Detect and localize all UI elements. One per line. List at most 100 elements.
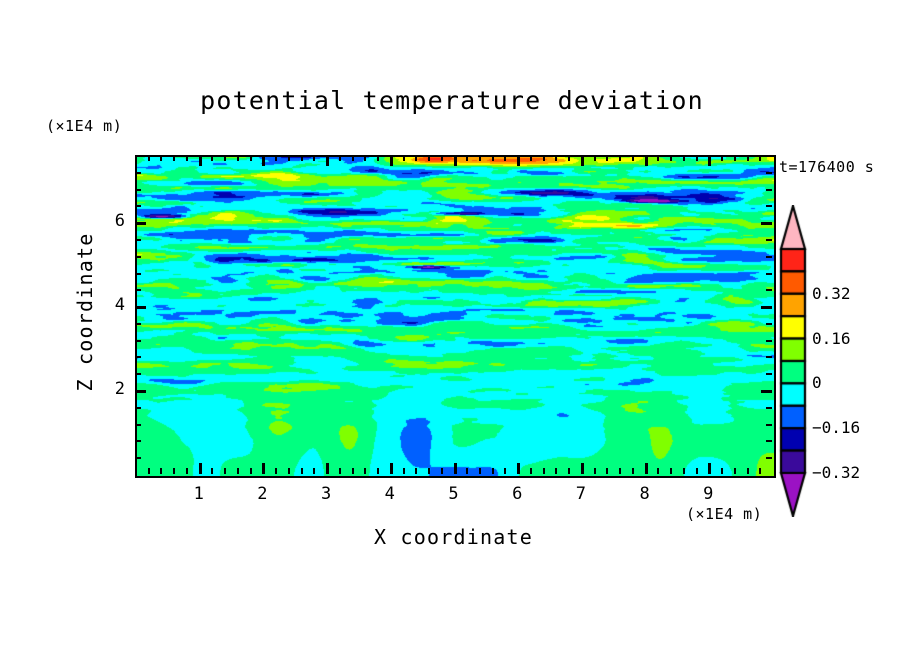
x-tick-major-top (580, 155, 584, 166)
y-tick-minor-right (766, 289, 772, 292)
x-tick-major-top (453, 155, 457, 166)
x-tick-minor (440, 468, 443, 474)
x-tick-major (580, 463, 584, 474)
y-axis-unit-label: (×1E4 m) (46, 117, 123, 135)
x-tick-minor-top (313, 155, 316, 161)
x-tick-label: 5 (448, 484, 459, 504)
x-tick-label: 4 (384, 484, 395, 504)
x-tick-minor-top (377, 155, 380, 161)
y-tick-minor-right (766, 255, 772, 258)
y-tick-minor (135, 339, 141, 342)
y-tick-minor-right (766, 457, 772, 460)
x-tick-minor (415, 468, 418, 474)
x-tick-label: 1 (193, 484, 204, 504)
colorbar (778, 205, 808, 517)
y-tick-minor (135, 440, 141, 443)
y-tick-minor (135, 373, 141, 376)
x-tick-minor-top (619, 155, 622, 161)
x-tick-minor (338, 468, 341, 474)
x-tick-minor-top (185, 155, 188, 161)
x-tick-minor (542, 468, 545, 474)
x-tick-minor (478, 468, 481, 474)
colorbar-tick-label: 0.32 (812, 283, 851, 303)
y-tick-minor (135, 322, 141, 325)
x-tick-minor (606, 468, 609, 474)
x-tick-major (453, 463, 457, 474)
y-tick-major-right (761, 222, 772, 226)
y-tick-major-right (761, 306, 772, 310)
x-tick-major (389, 463, 393, 474)
x-tick-minor-top (402, 155, 405, 161)
x-tick-minor (619, 468, 622, 474)
colorbar-tick-label: −0.32 (812, 463, 861, 482)
x-tick-minor-top (606, 155, 609, 161)
time-annotation: t=176400 s (779, 158, 875, 176)
x-tick-minor-top (504, 155, 507, 161)
x-tick-minor (670, 468, 673, 474)
x-tick-minor-top (211, 155, 214, 161)
y-axis-title: Z coordinate (73, 232, 97, 392)
x-tick-minor (224, 468, 227, 474)
y-tick-minor (135, 406, 141, 409)
x-tick-minor (721, 468, 724, 474)
x-tick-minor-top (568, 155, 571, 161)
y-tick-minor-right (766, 339, 772, 342)
y-tick-minor (135, 423, 141, 426)
x-tick-minor (287, 468, 290, 474)
x-tick-minor-top (428, 155, 431, 161)
x-tick-major-top (326, 155, 330, 166)
x-tick-minor (211, 468, 214, 474)
x-tick-minor-top (695, 155, 698, 161)
x-tick-minor (428, 468, 431, 474)
x-tick-minor-top (670, 155, 673, 161)
x-tick-minor-top (657, 155, 660, 161)
x-tick-minor-top (478, 155, 481, 161)
x-tick-minor-top (160, 155, 163, 161)
x-tick-minor-top (593, 155, 596, 161)
x-tick-minor-top (224, 155, 227, 161)
y-tick-label: 6 (114, 211, 125, 232)
x-tick-major-top (198, 155, 202, 166)
colorbar-tick-label: 0.16 (812, 328, 851, 348)
x-tick-major-top (262, 155, 266, 166)
y-tick-minor-right (766, 272, 772, 275)
y-tick-major-right (761, 390, 772, 394)
x-tick-label: 7 (575, 484, 587, 504)
x-tick-minor (504, 468, 507, 474)
y-tick-minor-right (766, 406, 772, 409)
x-tick-minor (491, 468, 494, 474)
x-tick-minor (695, 468, 698, 474)
x-tick-minor (657, 468, 660, 474)
x-tick-minor-top (733, 155, 736, 161)
x-tick-minor (466, 468, 469, 474)
x-tick-major (708, 463, 712, 474)
x-axis-title: X coordinate (374, 525, 533, 549)
colorbar-gradient (778, 205, 808, 517)
x-tick-minor-top (351, 155, 354, 161)
x-tick-major-top (644, 155, 648, 166)
x-tick-minor-top (364, 155, 367, 161)
y-tick-minor-right (766, 423, 772, 426)
x-tick-major (517, 463, 521, 474)
x-tick-minor (733, 468, 736, 474)
x-tick-minor-top (287, 155, 290, 161)
x-tick-minor-top (491, 155, 494, 161)
y-tick-minor (135, 457, 141, 460)
y-tick-major (135, 222, 146, 226)
x-tick-minor-top (440, 155, 443, 161)
contour-field (137, 157, 774, 476)
y-tick-minor-right (766, 356, 772, 359)
x-tick-minor (529, 468, 532, 474)
x-tick-major (198, 463, 202, 474)
y-tick-minor (135, 188, 141, 191)
x-tick-minor-top (415, 155, 418, 161)
x-tick-minor (275, 468, 278, 474)
x-tick-minor-top (542, 155, 545, 161)
page-title: potential temperature deviation (200, 86, 704, 115)
y-tick-minor-right (766, 322, 772, 325)
x-tick-minor-top (236, 155, 239, 161)
x-tick-major (326, 463, 330, 474)
x-tick-label: 8 (639, 484, 650, 504)
colorbar-tick-label: 0 (812, 373, 822, 393)
x-tick-minor (313, 468, 316, 474)
